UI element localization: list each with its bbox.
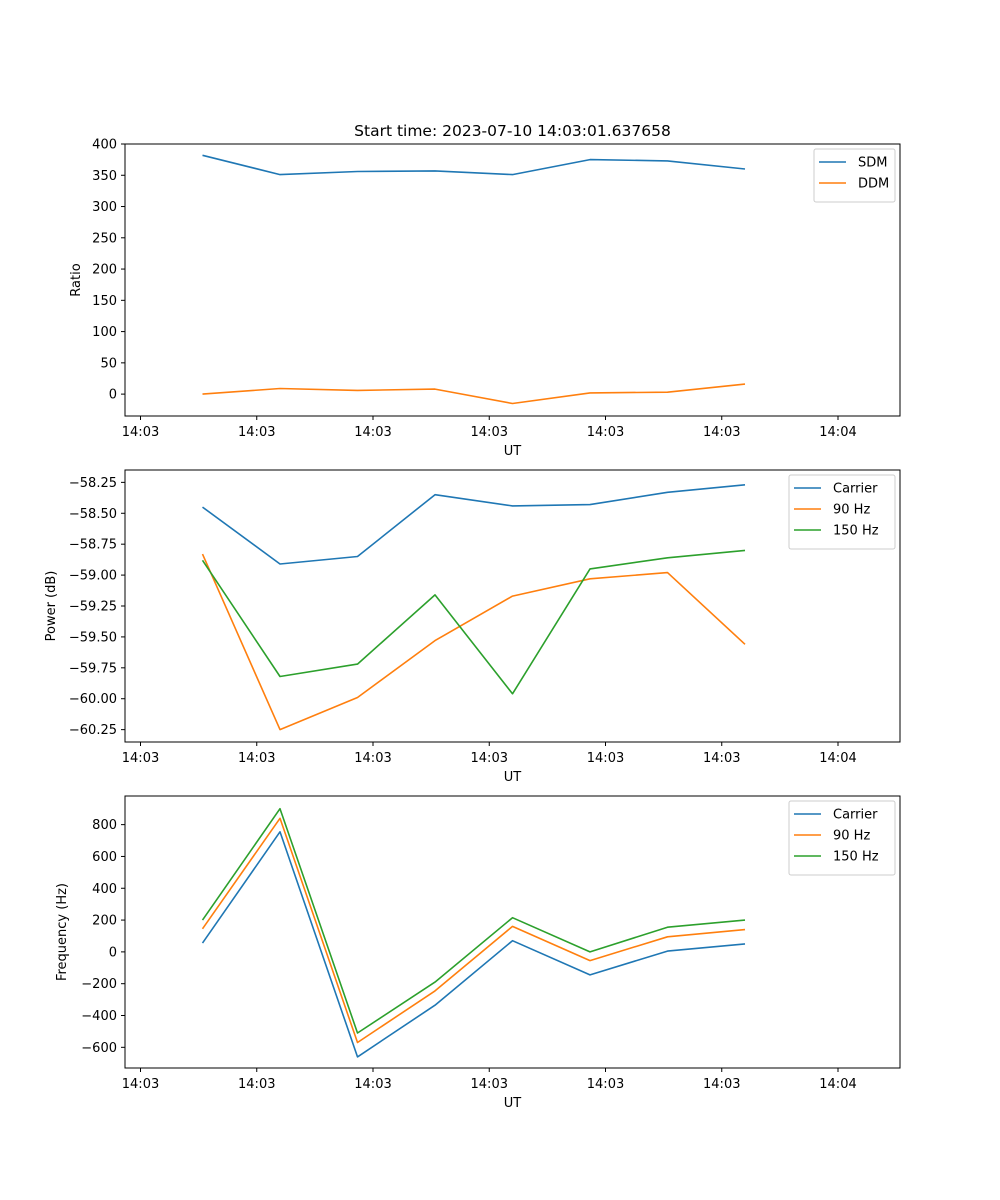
y-tick-label: −200 [81, 977, 117, 992]
x-tick-label: 14:04 [819, 751, 856, 766]
series-line-carrier [201, 830, 746, 1058]
x-tick-label: 14:03 [354, 751, 391, 766]
y-tick-label: 200 [92, 263, 117, 278]
legend-label: 90 Hz [833, 503, 870, 518]
x-tick-label: 14:03 [471, 1077, 508, 1092]
y-tick-label: 800 [92, 818, 117, 833]
y-tick-label: −58.75 [69, 538, 117, 553]
series-line-150-hz [201, 549, 746, 695]
x-tick-label: 14:03 [703, 751, 740, 766]
x-tick-label: 14:03 [238, 425, 275, 440]
x-tick-label: 14:03 [587, 1077, 624, 1092]
y-tick-label: 400 [92, 138, 117, 153]
x-tick-label: 14:03 [587, 425, 624, 440]
y-tick-label: −600 [81, 1041, 117, 1056]
y-tick-label: −400 [81, 1009, 117, 1024]
y-tick-label: 50 [100, 356, 117, 371]
x-tick-label: 14:03 [238, 751, 275, 766]
series-line-ddm [202, 383, 746, 405]
y-tick-label: 150 [92, 294, 117, 309]
y-tick-label: 0 [109, 388, 117, 403]
y-tick-label: 200 [92, 914, 117, 929]
panel-1: 14:03 14:03 14:03 14:03 14:03 14:03 14:04 0 50 10… [69, 138, 901, 459]
series-line-90-hz [201, 817, 746, 1044]
y-tick-label: 100 [92, 325, 117, 340]
y-axis-label: Frequency (Hz) [55, 883, 70, 981]
panel-3: 14:03 14:03 14:03 14:03 14:03 14:03 14:04 800 60… [55, 795, 901, 1111]
x-tick-label: 14:03 [122, 1077, 159, 1092]
x-tick-label: 14:03 [471, 751, 508, 766]
y-tick-label: −60.00 [69, 692, 117, 707]
legend-label: DDM [858, 177, 889, 192]
legend: Carrier 90 Hz 150 Hz [788, 474, 896, 550]
y-tick-label: 400 [92, 882, 117, 897]
x-tick-label: 14:03 [703, 1077, 740, 1092]
x-tick-label: 14:03 [122, 425, 159, 440]
x-tick-label: 14:03 [122, 751, 159, 766]
x-tick-label: 14:03 [703, 425, 740, 440]
legend-label: SDM [858, 156, 887, 171]
y-axis-label: Power (dB) [44, 571, 59, 642]
legend-label: 150 Hz [833, 850, 879, 865]
y-tick-label: −59.75 [69, 661, 117, 676]
x-tick-label: 14:03 [238, 1077, 275, 1092]
x-axis-label: UT [504, 444, 522, 459]
x-tick-label: 14:03 [587, 751, 624, 766]
legend: SDM DDM [813, 148, 896, 203]
y-tick-label: −58.25 [69, 476, 117, 491]
legend-label: Carrier [833, 808, 878, 823]
x-tick-label: 14:03 [354, 1077, 391, 1092]
legend-label: Carrier [833, 482, 878, 497]
panel-2: 14:03 14:03 14:03 14:03 14:03 14:03 14:04 −58.2… [44, 469, 901, 785]
y-tick-label: −58.50 [69, 507, 117, 522]
series-line-sdm [202, 154, 746, 176]
x-tick-label: 14:03 [471, 425, 508, 440]
y-tick-label: 600 [92, 850, 117, 865]
y-tick-label: −59.25 [69, 600, 117, 615]
x-axis-label: UT [504, 770, 522, 785]
series-line-90-hz [201, 553, 746, 731]
y-axis-label: Ratio [69, 263, 84, 296]
x-tick-label: 14:04 [819, 425, 856, 440]
series-line-150-hz [201, 807, 746, 1034]
y-tick-label: −59.00 [69, 569, 117, 584]
y-tick-label: 300 [92, 200, 117, 215]
legend-label: 90 Hz [833, 829, 870, 844]
x-tick-label: 14:03 [354, 425, 391, 440]
figure-title: Start time: 2023-07-10 14:03:01.637658 [354, 122, 671, 140]
y-tick-label: 250 [92, 231, 117, 246]
plot-area-frame [124, 795, 901, 1069]
x-axis-label: UT [504, 1096, 522, 1111]
legend-label: 150 Hz [833, 524, 879, 539]
x-tick-label: 14:04 [819, 1077, 856, 1092]
y-tick-label: −60.25 [69, 723, 117, 738]
plot-area-frame [124, 143, 901, 417]
y-tick-label: 350 [92, 169, 117, 184]
legend: Carrier 90 Hz 150 Hz [788, 800, 896, 876]
y-tick-label: −59.50 [69, 630, 117, 645]
series-line-carrier [202, 484, 746, 565]
y-tick-label: 0 [109, 945, 117, 960]
